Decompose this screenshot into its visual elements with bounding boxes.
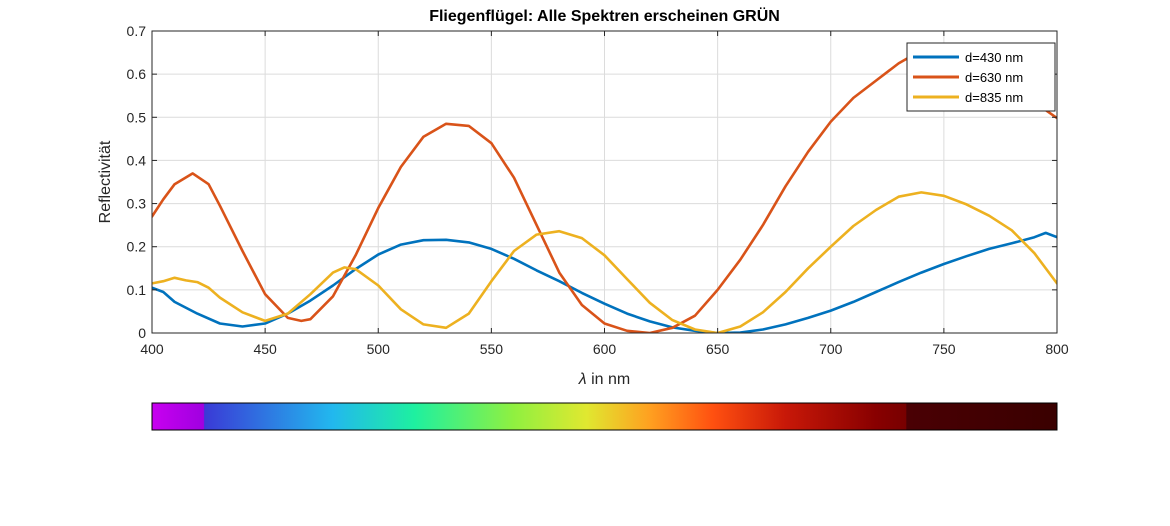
y-axis-label: Reflectivität bbox=[97, 140, 114, 223]
x-axis-label: λ in nm bbox=[578, 371, 630, 388]
legend: d=430 nm d=630 nm d=835 nm bbox=[906, 42, 1056, 112]
spectrum-color-bar bbox=[151, 402, 1058, 431]
axis-ticks: 400 450 500 550 600 650 700 750 800 0 0.1 0.2 0.3 0.4… bbox=[127, 23, 1069, 357]
grid-lines bbox=[152, 31, 1057, 333]
legend-label: d=835 nm bbox=[965, 90, 1023, 105]
series-line-3 bbox=[152, 191, 1057, 333]
chart-title: Fliegenflügel: Alle Spektren erscheinen … bbox=[429, 6, 780, 25]
x-tick-label: 450 bbox=[253, 341, 277, 357]
x-tick-label: 750 bbox=[932, 341, 956, 357]
x-axis-label-symbol: λ bbox=[578, 371, 587, 388]
y-tick-label: 0.4 bbox=[127, 152, 147, 168]
series-layer bbox=[152, 47, 1057, 333]
y-tick-label: 0.5 bbox=[127, 109, 147, 125]
y-tick-label: 0.3 bbox=[127, 196, 147, 212]
x-tick-label: 500 bbox=[367, 341, 391, 357]
x-tick-label: 400 bbox=[140, 341, 164, 357]
legend-label: d=630 nm bbox=[965, 70, 1023, 85]
series-line-2 bbox=[152, 47, 1057, 333]
y-tick-label: 0.6 bbox=[127, 66, 147, 82]
x-axis-label-text: in nm bbox=[587, 371, 631, 388]
x-tick-label: 650 bbox=[706, 341, 730, 357]
legend-label: d=430 nm bbox=[965, 50, 1023, 65]
y-tick-label: 0.2 bbox=[127, 239, 147, 255]
y-tick-label: 0.7 bbox=[127, 23, 147, 39]
x-tick-label: 700 bbox=[819, 341, 843, 357]
x-tick-label: 550 bbox=[480, 341, 504, 357]
x-tick-label: 800 bbox=[1045, 341, 1069, 357]
x-tick-label: 600 bbox=[593, 341, 617, 357]
y-tick-label: 0.1 bbox=[127, 282, 147, 298]
y-tick-label: 0 bbox=[138, 325, 146, 341]
